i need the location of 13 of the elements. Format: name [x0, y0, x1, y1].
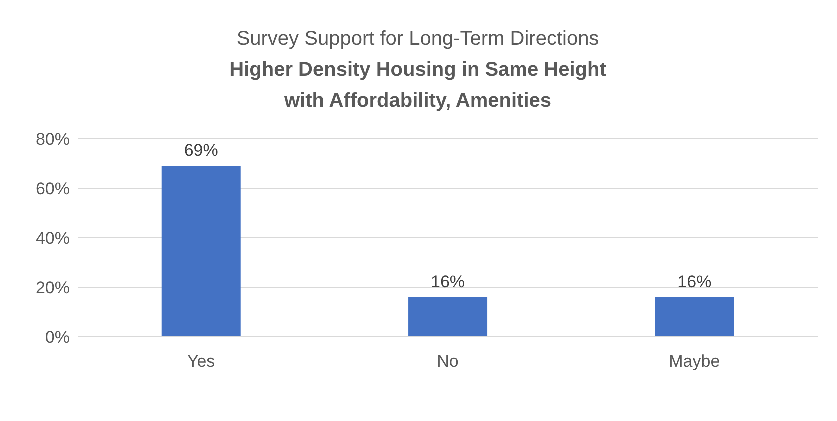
data-label: 16%: [678, 272, 712, 292]
y-tick-label: 40%: [36, 229, 70, 248]
y-tick-label: 80%: [36, 130, 70, 150]
data-label: 16%: [431, 272, 466, 292]
x-tick-label: No: [437, 352, 459, 372]
y-tick-label: 60%: [36, 180, 70, 199]
x-tick-label: Yes: [187, 352, 216, 372]
y-tick-label: 0%: [45, 328, 70, 348]
y-tick-label: 20%: [36, 278, 70, 298]
chart-title: Survey Support for Long-Term Directions: [236, 28, 600, 51]
x-tick-label: Maybe: [669, 352, 720, 372]
data-label: 69%: [184, 141, 218, 160]
chart-subtitle: Higher Density Housing in Same Height with Affordability, Amenities: [228, 58, 608, 114]
